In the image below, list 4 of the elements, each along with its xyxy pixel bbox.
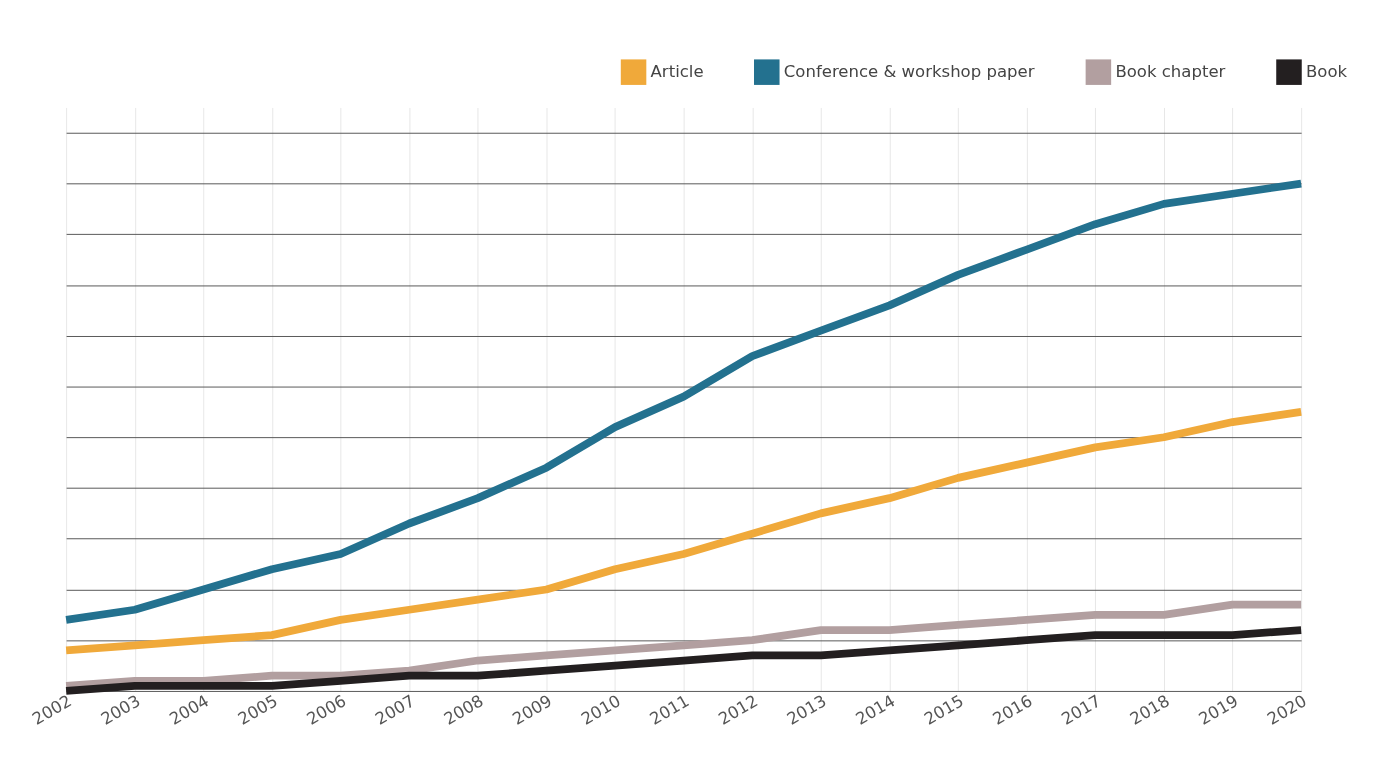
legend-label: Book [1306,62,1348,82]
legend-label: Conference & workshop paper [783,62,1035,82]
legend-label: Book chapter [1115,62,1226,82]
legend-label: Article [650,62,704,82]
